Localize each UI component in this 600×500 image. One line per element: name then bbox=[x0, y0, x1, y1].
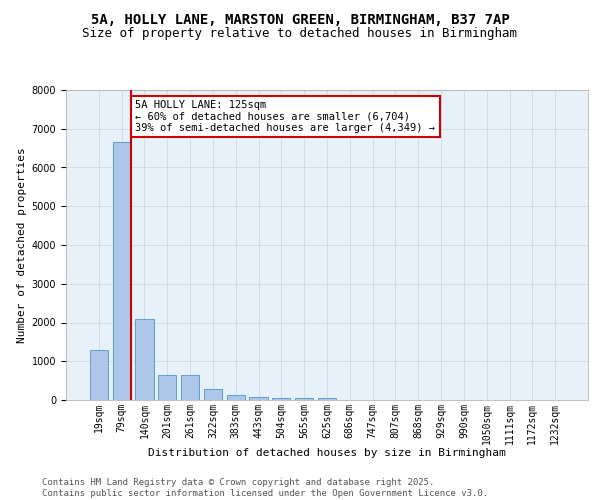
Bar bbox=[318, 398, 336, 400]
Text: 5A HOLLY LANE: 125sqm
← 60% of detached houses are smaller (6,704)
39% of semi-d: 5A HOLLY LANE: 125sqm ← 60% of detached … bbox=[136, 100, 436, 133]
Bar bbox=[181, 375, 199, 400]
Bar bbox=[272, 398, 290, 400]
Bar bbox=[90, 350, 108, 400]
Bar bbox=[250, 397, 268, 400]
Bar bbox=[204, 389, 222, 400]
Bar bbox=[158, 375, 176, 400]
Bar bbox=[295, 398, 313, 400]
Bar bbox=[227, 395, 245, 400]
Y-axis label: Number of detached properties: Number of detached properties bbox=[17, 147, 28, 343]
Text: 5A, HOLLY LANE, MARSTON GREEN, BIRMINGHAM, B37 7AP: 5A, HOLLY LANE, MARSTON GREEN, BIRMINGHA… bbox=[91, 12, 509, 26]
Bar bbox=[113, 142, 131, 400]
X-axis label: Distribution of detached houses by size in Birmingham: Distribution of detached houses by size … bbox=[148, 448, 506, 458]
Text: Size of property relative to detached houses in Birmingham: Size of property relative to detached ho… bbox=[83, 28, 517, 40]
Text: Contains HM Land Registry data © Crown copyright and database right 2025.
Contai: Contains HM Land Registry data © Crown c… bbox=[42, 478, 488, 498]
Bar bbox=[136, 320, 154, 400]
